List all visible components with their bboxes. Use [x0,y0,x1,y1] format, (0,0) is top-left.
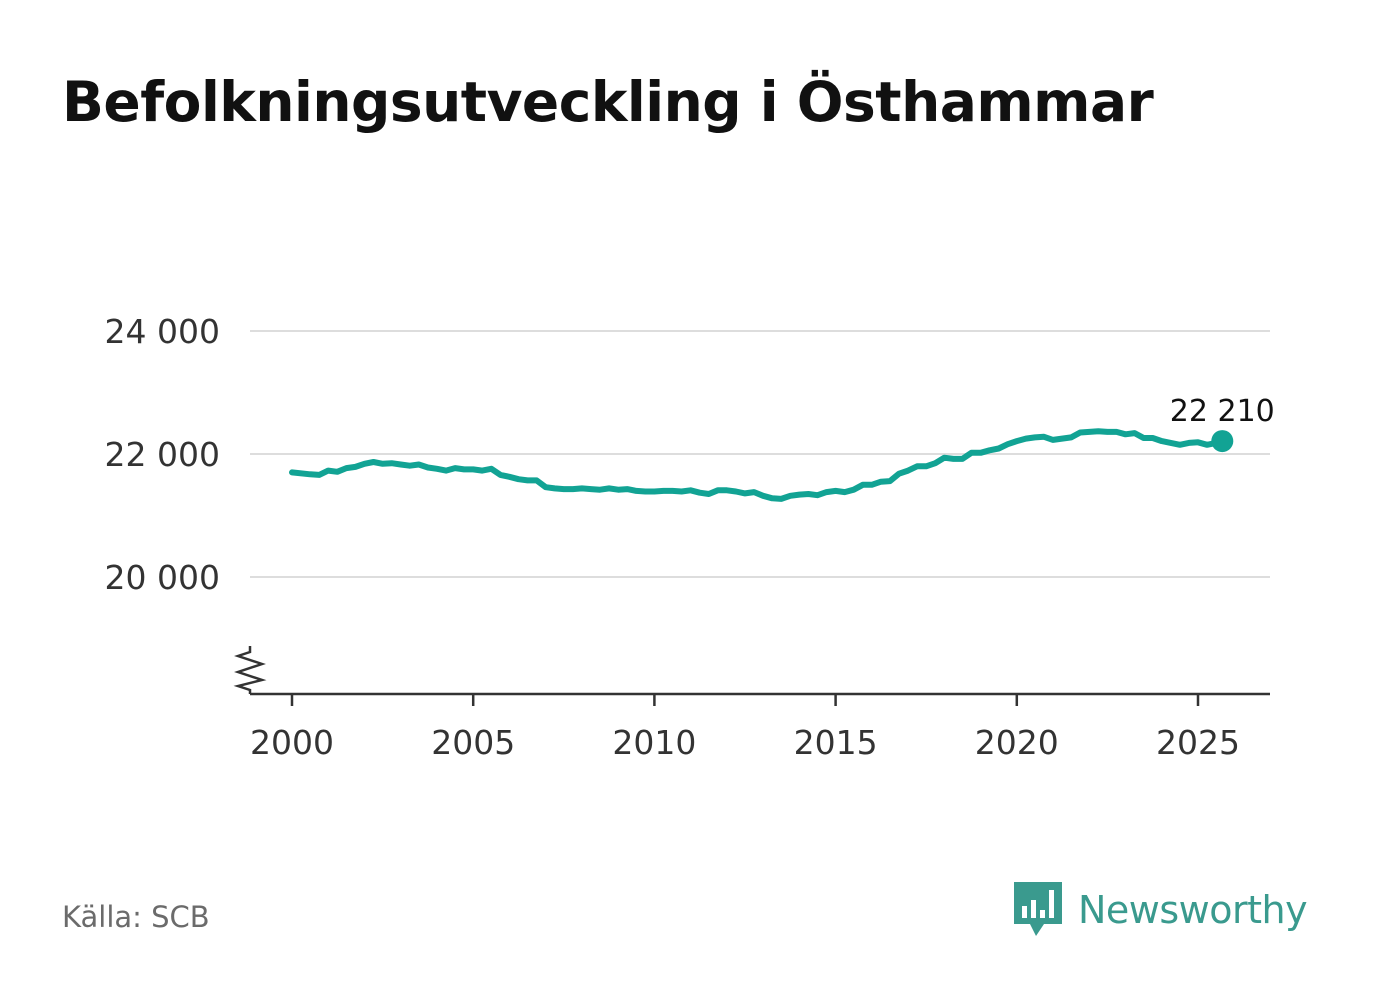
y-tick-labels: 20 000 22 000 24 000 [105,312,220,597]
newsworthy-brand[interactable]: Newsworthy [1012,880,1308,940]
source-note: Källa: SCB [62,900,210,934]
x-tick-label: 2025 [1156,723,1240,762]
newsworthy-logo-icon [1014,882,1062,936]
y-tick-label: 24 000 [105,312,220,351]
series [289,428,1226,502]
axis-break [233,646,267,694]
x-tick-label: 2020 [975,723,1059,762]
x-tick-label: 2000 [250,723,334,762]
end-annotation: 22 210 [1170,394,1275,453]
y-tick-label: 22 000 [105,435,220,474]
gridlines [250,330,1270,578]
chart-title: Befolkningsutveckling i Östhammar [62,70,1154,134]
brand-name: Newsworthy [1078,888,1308,932]
series-line [289,428,1226,502]
x-tick-label: 2005 [431,723,515,762]
x-axis [250,692,1270,706]
end-value-label: 22 210 [1170,394,1275,429]
x-tick-labels: 2000 2005 2010 2015 2020 2025 [250,723,1240,762]
x-tick-label: 2015 [794,723,878,762]
axis-break-icon [233,646,267,694]
end-point [1211,430,1234,453]
y-tick-label: 20 000 [105,558,220,597]
x-tick-label: 2010 [612,723,696,762]
